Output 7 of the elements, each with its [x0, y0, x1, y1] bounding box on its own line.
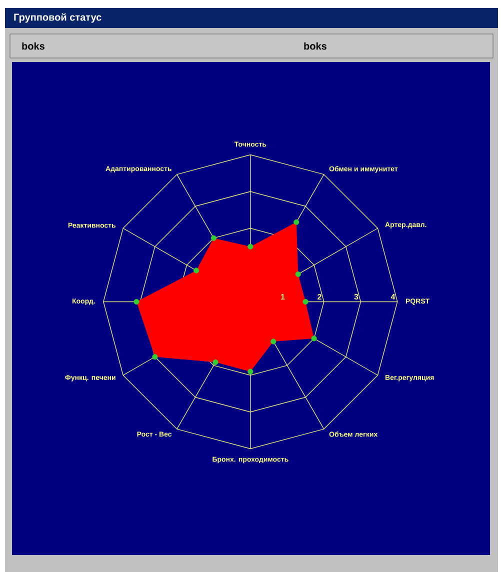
text: boks [304, 42, 326, 50]
y-tick-label: 2 [318, 294, 322, 300]
text: boks [22, 42, 44, 50]
y-tick-label: 3 [354, 294, 358, 300]
chart-title: Групповой статус [14, 13, 102, 23]
y-tick-label: 1 [281, 294, 285, 300]
y-tick-label: 4 [390, 294, 396, 300]
